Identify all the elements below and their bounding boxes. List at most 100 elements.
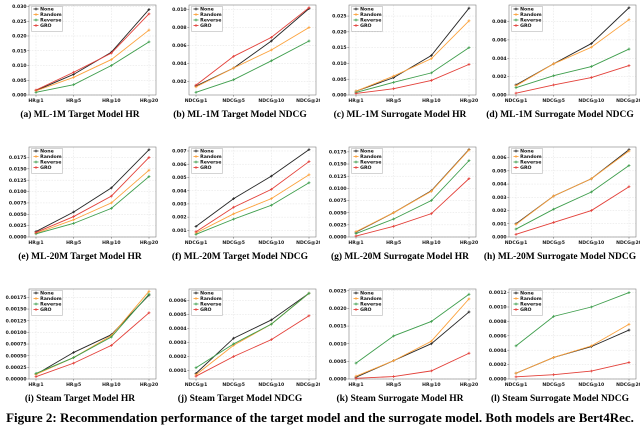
svg-text:NDCG@5: NDCG@5 [222, 98, 245, 104]
svg-text:0.015: 0.015 [332, 45, 347, 51]
svg-text:HR@20: HR@20 [460, 98, 478, 104]
line-chart-steam-target-ndcg: 0.0001 0.0002 0.0003 0.0004 0.0005 0.0006 NDCG… [160, 286, 322, 390]
subplot-b-ml1m-target-ndcg: 0.002 0.004 0.006 0.008 0.010 NDCG@1 NDCG@5 NDC… [160, 2, 322, 120]
svg-text:0.006: 0.006 [172, 43, 187, 49]
svg-text:0.0010: 0.0010 [489, 305, 507, 311]
svg-text:None: None [520, 149, 534, 155]
svg-text:0.00025: 0.00025 [6, 365, 27, 371]
svg-text:0.00125: 0.00125 [6, 318, 27, 324]
svg-text:0.0008: 0.0008 [489, 319, 507, 325]
svg-text:0.0125: 0.0125 [329, 174, 347, 180]
subplot-title-k: (k) Steam Surrogate Model HR [336, 394, 464, 404]
svg-text:Random: Random [520, 154, 542, 160]
svg-text:0.00100: 0.00100 [6, 330, 27, 336]
svg-text:Reverse: Reverse [520, 18, 541, 24]
svg-text:0.00050: 0.00050 [6, 353, 27, 359]
line-chart-ml1m-target-ndcg: 0.002 0.004 0.006 0.008 0.010 NDCG@1 NDCG@5 NDC… [160, 2, 322, 106]
svg-text:Random: Random [40, 154, 62, 160]
svg-text:0.020: 0.020 [12, 34, 27, 40]
svg-text:NDCG@20: NDCG@20 [296, 98, 320, 104]
svg-text:0.0010: 0.0010 [329, 341, 347, 347]
svg-text:NDCG@20: NDCG@20 [296, 382, 320, 388]
legend-box [191, 290, 223, 316]
legend-box [511, 148, 543, 174]
svg-text:0.0006: 0.0006 [169, 298, 187, 304]
svg-text:Random: Random [520, 296, 542, 302]
line-chart-ml1m-surrogate-ndcg: 0.000 0.002 0.004 0.006 0.008 NDCG@1 NDCG@5 NDC… [480, 2, 640, 106]
svg-text:Random: Random [40, 12, 62, 18]
line-chart-steam-surrogate-hr: 0.0000 0.0005 0.0010 0.0015 0.0020 0.0025 HR@1… [320, 286, 480, 390]
subplot-title-a: (a) ML-1M Target Model HR [20, 110, 140, 120]
legend-box [31, 148, 63, 174]
svg-text:0.004: 0.004 [172, 188, 187, 194]
svg-text:0.002: 0.002 [492, 74, 507, 80]
subplot-title-b: (b) ML-1M Target Model NDCG [173, 110, 307, 120]
line-chart-ml20m-surrogate-ndcg: 0.000 0.001 0.002 0.003 0.004 0.005 0.006 NDCG@… [480, 144, 640, 248]
subplot-f-ml20m-target-ndcg: 0.001 0.002 0.003 0.004 0.005 0.006 0.007 NDCG@… [160, 144, 322, 262]
svg-text:Reverse: Reverse [360, 18, 381, 24]
svg-text:Random: Random [200, 12, 222, 18]
svg-text:0.008: 0.008 [492, 19, 507, 25]
svg-text:Reverse: Reverse [200, 18, 221, 24]
svg-text:0.000: 0.000 [492, 93, 507, 99]
svg-text:HR@20: HR@20 [140, 98, 158, 104]
svg-text:NDCG@10: NDCG@10 [258, 382, 284, 388]
svg-text:0.0050: 0.0050 [329, 210, 347, 216]
chart-canvas: 0.0000 0.0025 0.0050 0.0075 0.0100 0.0125 0.01… [320, 144, 480, 248]
svg-text:HR@1: HR@1 [28, 240, 43, 246]
line-chart-ml20m-target-hr: 0.0000 0.0025 0.0050 0.0075 0.0100 0.0125 0.01… [0, 144, 160, 248]
svg-text:0.00150: 0.00150 [6, 307, 27, 313]
chart-canvas: 0.0001 0.0002 0.0003 0.0004 0.0005 0.0006 NDCG… [160, 286, 322, 390]
svg-text:Random: Random [200, 296, 222, 302]
svg-text:GRO: GRO [40, 165, 51, 171]
svg-text:NDCG@1: NDCG@1 [185, 240, 208, 246]
svg-text:NDCG@1: NDCG@1 [505, 98, 528, 104]
svg-text:Random: Random [360, 154, 382, 160]
svg-text:0.005: 0.005 [492, 168, 507, 174]
svg-text:0.006: 0.006 [492, 37, 507, 43]
svg-text:NDCG@1: NDCG@1 [185, 382, 208, 388]
legend-box [191, 6, 223, 32]
svg-text:0.0100: 0.0100 [9, 189, 27, 195]
svg-text:None: None [360, 291, 374, 297]
svg-text:0.015: 0.015 [12, 48, 27, 54]
svg-text:NDCG@10: NDCG@10 [578, 240, 604, 246]
svg-text:GRO: GRO [520, 307, 531, 313]
chart-canvas: 0.001 0.002 0.003 0.004 0.005 0.006 0.007 NDCG@… [160, 144, 322, 248]
line-chart-steam-surrogate-ndcg: 0.0000 0.0002 0.0004 0.0006 0.0008 0.0010 0.00… [480, 286, 640, 390]
svg-text:GRO: GRO [200, 165, 211, 171]
svg-text:Reverse: Reverse [200, 160, 221, 166]
svg-text:HR@10: HR@10 [102, 98, 120, 104]
subplot-title-g: (g) ML-20M Surrogate Model HR [330, 252, 470, 262]
svg-text:GRO: GRO [360, 165, 371, 171]
svg-text:0.002: 0.002 [172, 79, 187, 85]
svg-text:0.0050: 0.0050 [9, 212, 27, 218]
svg-text:0.0150: 0.0150 [329, 162, 347, 168]
svg-text:GRO: GRO [40, 23, 51, 29]
svg-text:None: None [40, 7, 54, 13]
subplot-l-steam-surrogate-ndcg: 0.0000 0.0002 0.0004 0.0006 0.0008 0.0010 0.00… [480, 286, 640, 404]
svg-text:0.010: 0.010 [172, 7, 187, 13]
svg-text:0.0006: 0.0006 [489, 333, 507, 339]
svg-text:HR@1: HR@1 [348, 240, 363, 246]
svg-text:Reverse: Reverse [200, 302, 221, 308]
svg-text:0.0015: 0.0015 [329, 324, 347, 330]
svg-text:HR@10: HR@10 [422, 382, 440, 388]
subplot-title-c: (c) ML-1M Surrogate Model HR [333, 110, 467, 120]
svg-text:0.025: 0.025 [332, 14, 347, 20]
svg-text:0.00000: 0.00000 [6, 377, 27, 383]
svg-text:NDCG@5: NDCG@5 [222, 240, 245, 246]
svg-text:Reverse: Reverse [520, 160, 541, 166]
subplot-e-ml20m-target-hr: 0.0000 0.0025 0.0050 0.0075 0.0100 0.0125 0.01… [0, 144, 160, 262]
line-chart-ml1m-surrogate-hr: 0.000 0.005 0.010 0.015 0.020 0.025 HR@1 HR@5 HR… [320, 2, 480, 106]
svg-text:HR@5: HR@5 [386, 240, 401, 246]
svg-text:Reverse: Reverse [40, 18, 61, 24]
svg-text:0.004: 0.004 [172, 61, 187, 67]
svg-text:0.002: 0.002 [492, 208, 507, 214]
chart-canvas: 0.000 0.005 0.010 0.015 0.020 0.025 HR@1 HR@5 HR… [320, 2, 480, 106]
svg-text:HR@10: HR@10 [422, 98, 440, 104]
svg-text:Reverse: Reverse [360, 302, 381, 308]
svg-text:0.0005: 0.0005 [329, 359, 347, 365]
svg-text:0.005: 0.005 [332, 77, 347, 83]
svg-text:0.0150: 0.0150 [9, 166, 27, 172]
